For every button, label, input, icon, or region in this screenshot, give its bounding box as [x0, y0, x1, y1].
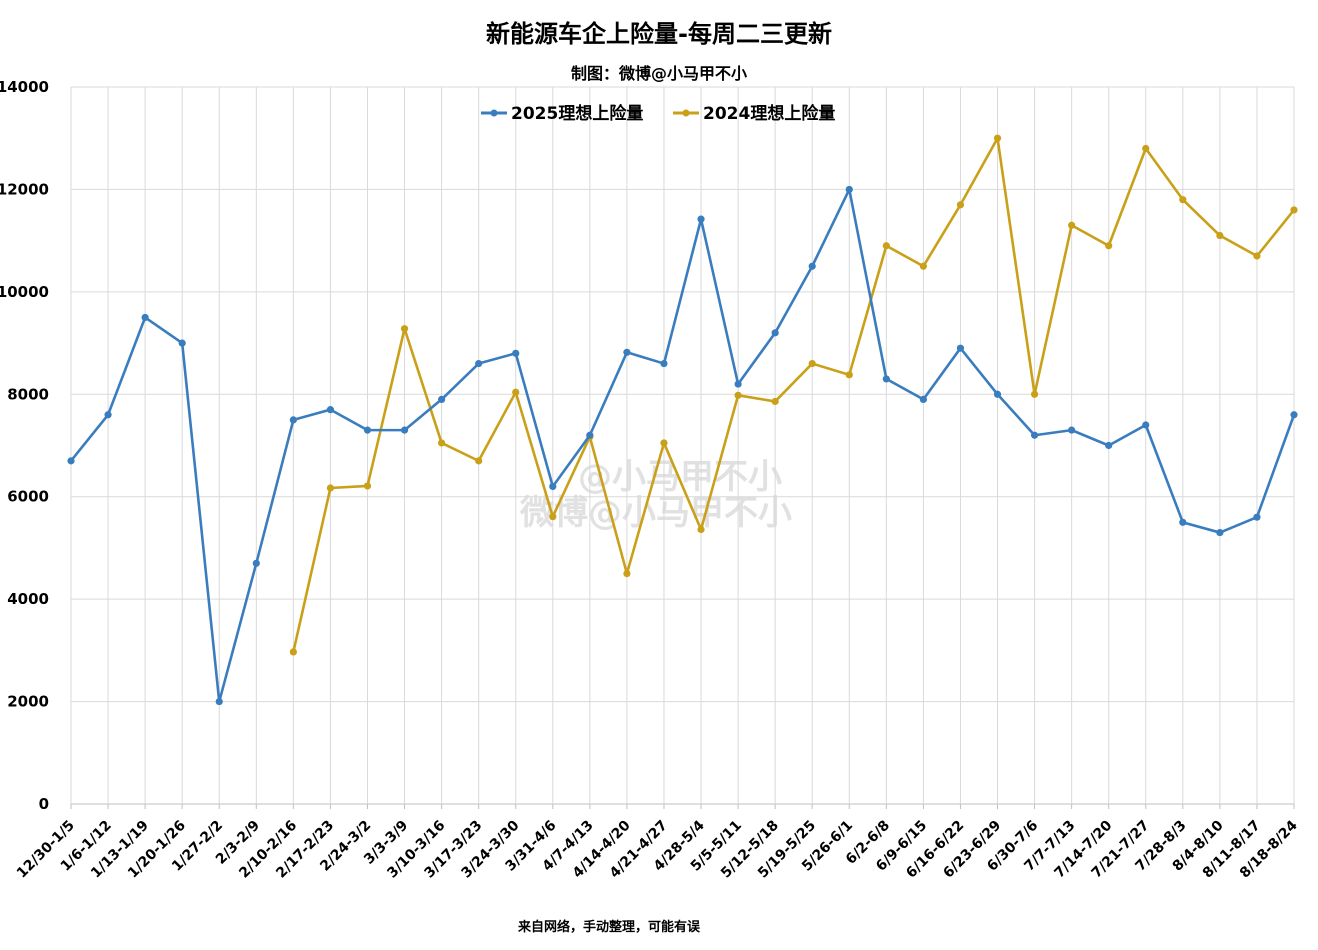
data-point [1030, 431, 1039, 439]
chart-subtitle: 制图：微博@小马甲不小 [571, 64, 747, 83]
data-point [178, 339, 186, 347]
series-0 [67, 185, 1298, 706]
data-point [549, 513, 557, 521]
data-point [1290, 411, 1298, 419]
data-point [549, 482, 557, 491]
legend: 2025理想上险量 2024理想上险量 [481, 103, 835, 124]
data-point [734, 391, 742, 399]
data-point [808, 359, 816, 368]
series-group [67, 134, 1298, 706]
data-point [808, 262, 816, 270]
gridlines [70, 86, 1295, 809]
y-tick-label: 8000 [7, 385, 49, 403]
data-point [1105, 242, 1113, 250]
data-point [512, 349, 520, 357]
legend-label-2025: 2025理想上险量 [511, 103, 643, 124]
data-point [252, 559, 260, 567]
data-point [475, 457, 483, 465]
data-point [586, 431, 594, 439]
y-tick-label: 2000 [7, 693, 49, 711]
data-point [660, 359, 668, 368]
data-point [660, 439, 668, 447]
chart-footer-note: 来自网络，手动整理，可能有误 [517, 919, 701, 935]
data-point [919, 262, 927, 270]
y-tick-label: 0 [39, 795, 49, 813]
data-point [697, 215, 705, 223]
data-point [845, 371, 853, 379]
data-point [623, 348, 631, 356]
data-point [771, 397, 779, 406]
y-tick-label: 14000 [0, 78, 49, 96]
data-point [104, 411, 112, 419]
data-point [771, 329, 779, 337]
data-point [438, 395, 446, 404]
data-point [400, 325, 409, 333]
data-point [993, 390, 1002, 398]
data-point [215, 697, 223, 706]
watermark: @小马甲不小 微博@小马甲不小 [519, 457, 792, 533]
data-point [1216, 231, 1224, 240]
data-point [1253, 252, 1261, 260]
data-point [363, 426, 372, 434]
data-point [1068, 426, 1076, 434]
data-point [512, 388, 520, 396]
data-point [845, 185, 853, 194]
data-point [956, 201, 965, 209]
data-point [1142, 144, 1150, 153]
y-axis-ticks: 0 2000 4000 6000 8000 10000 12000 14000 [0, 78, 49, 813]
y-tick-label: 12000 [0, 180, 49, 198]
legend-marker-2024 [682, 109, 690, 117]
watermark-line-1: @小马甲不小 [578, 457, 782, 497]
y-tick-label: 6000 [7, 488, 49, 506]
data-point [438, 439, 446, 447]
data-point [882, 242, 890, 250]
data-point [326, 484, 335, 492]
y-tick-label: 10000 [0, 283, 49, 301]
data-point [1216, 528, 1224, 537]
legend-marker-2025 [490, 109, 498, 117]
data-point [919, 395, 927, 404]
data-point [326, 406, 335, 414]
data-point [956, 344, 965, 352]
data-point [289, 416, 297, 424]
data-point [1030, 390, 1039, 398]
data-point [289, 648, 297, 656]
data-point [1253, 513, 1261, 521]
data-point [623, 569, 631, 578]
data-point [1179, 518, 1187, 526]
data-point [734, 380, 742, 388]
data-point [1142, 421, 1150, 429]
y-tick-label: 4000 [7, 590, 49, 608]
legend-label-2024: 2024理想上险量 [703, 103, 835, 124]
data-point [1105, 441, 1113, 450]
data-point [67, 457, 75, 465]
data-point [400, 426, 409, 434]
data-point [993, 134, 1002, 142]
data-point [1179, 196, 1187, 204]
data-point [141, 313, 149, 322]
data-point [697, 525, 705, 534]
watermark-line-2: 微博@小马甲不小 [519, 493, 792, 533]
data-point [1290, 206, 1298, 214]
data-point [1068, 221, 1076, 229]
chart-title: 新能源车企上险量-每周二三更新 [486, 20, 832, 48]
series-line-1 [292, 136, 1296, 653]
data-point [363, 482, 372, 490]
series-line-0 [69, 188, 1296, 703]
data-point [475, 359, 483, 368]
data-point [882, 375, 890, 383]
